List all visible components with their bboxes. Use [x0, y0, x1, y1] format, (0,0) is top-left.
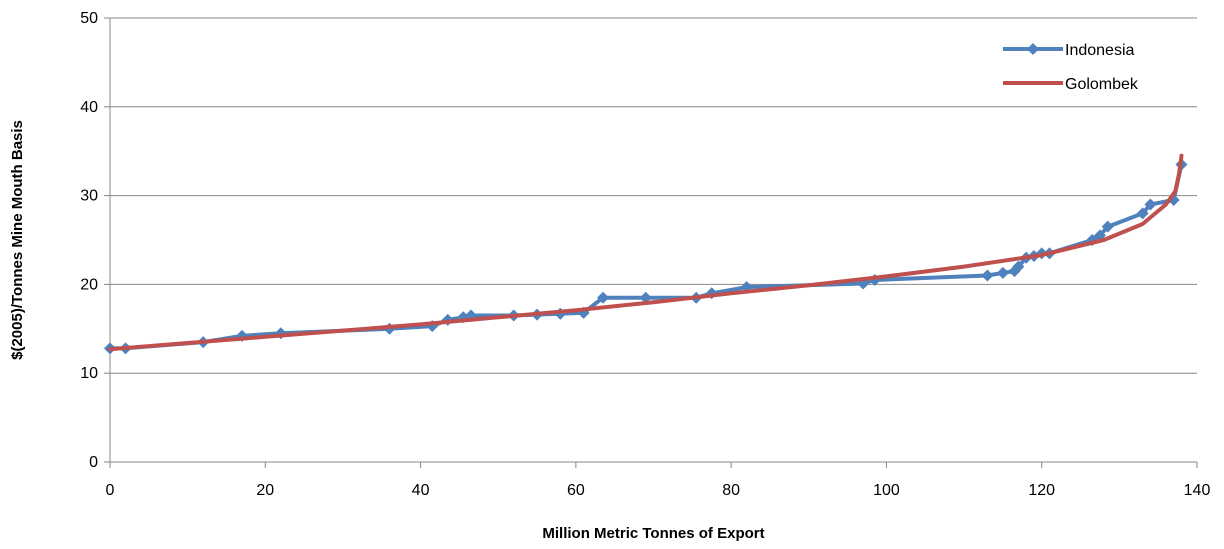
data-point — [1012, 260, 1025, 273]
data-point — [1136, 207, 1149, 220]
data-point — [996, 266, 1009, 279]
y-tick-label-5: 50 — [80, 10, 98, 27]
legend-label: Golombek — [1065, 76, 1139, 93]
y-tick-label-0: 0 — [89, 454, 98, 471]
x-tick-label-3: 60 — [567, 482, 585, 499]
axes — [104, 17, 1198, 468]
x-tick-label-5: 100 — [873, 482, 900, 499]
x-tick-label-7: 140 — [1184, 482, 1211, 499]
legend-item-golombek: Golombek — [1003, 76, 1139, 93]
data-point — [1101, 220, 1114, 233]
gridlines — [110, 17, 1197, 374]
y-tick-label-4: 40 — [80, 99, 98, 116]
x-tick-label-6: 120 — [1028, 482, 1055, 499]
x-tick-labels: 0 20 40 60 80 100 120 140 — [106, 482, 1211, 499]
data-point — [1144, 198, 1157, 211]
x-tick-label-1: 20 — [256, 482, 274, 499]
y-tick-label-2: 20 — [80, 276, 98, 293]
y-axis-title: $(2005)/Tonnes Mine Mouth Basis — [9, 120, 26, 360]
y-tick-label-1: 10 — [80, 365, 98, 382]
series-golombek — [108, 153, 1184, 352]
y-tick-label-3: 30 — [80, 188, 98, 205]
legend-swatch-marker — [1027, 43, 1039, 55]
legend-item-indonesia: Indonesia — [1003, 42, 1134, 59]
data-point — [981, 269, 994, 282]
x-tick-label-4: 80 — [722, 482, 740, 499]
data-point — [597, 291, 610, 304]
y-tick-labels: 0 10 20 30 40 50 — [80, 10, 98, 471]
series-line-golombek — [108, 153, 1184, 352]
series-group — [104, 153, 1188, 355]
legend-label: Indonesia — [1065, 42, 1134, 59]
x-tick-label-0: 0 — [106, 482, 115, 499]
x-axis-title: Million Metric Tonnes of Export — [542, 525, 764, 542]
x-tick-label-2: 40 — [412, 482, 430, 499]
legend: Indonesia Golombek — [1003, 42, 1139, 93]
